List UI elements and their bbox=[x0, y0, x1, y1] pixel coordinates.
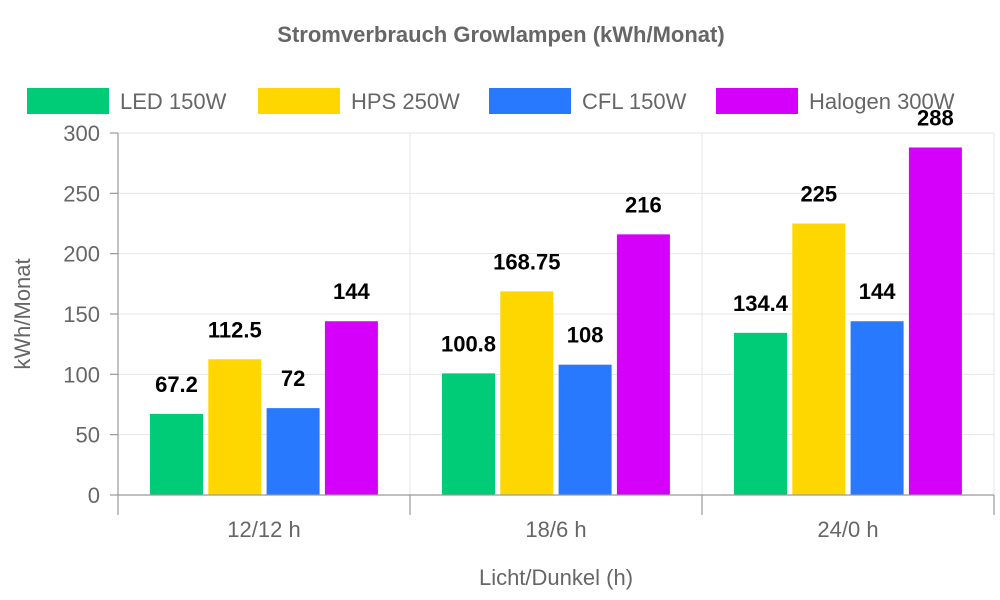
legend-swatch bbox=[716, 88, 798, 114]
data-label: 288 bbox=[917, 105, 954, 130]
legend-label: LED 150W bbox=[120, 89, 227, 114]
y-tick-label: 200 bbox=[63, 242, 100, 267]
axes: 0 50 100 150 200 250 300 12/12 h 18/6 h 24/0 h bbox=[63, 121, 995, 542]
y-axis-title: kWh/Monat bbox=[10, 258, 35, 369]
legend: LED 150W HPS 250W CFL 150W Halogen 300W bbox=[27, 88, 955, 114]
y-tick-label: 150 bbox=[63, 302, 100, 327]
data-labels: 67.2 100.8 134.4 112.5 168.75 225 72 108 144 144 2… bbox=[155, 105, 954, 396]
y-tick-label: 0 bbox=[88, 483, 100, 508]
gridlines bbox=[118, 132, 995, 495]
x-tick-label: 24/0 h bbox=[817, 517, 878, 542]
bar-cfl-150w-1 bbox=[558, 364, 612, 495]
data-label: 216 bbox=[625, 192, 662, 217]
data-label: 108 bbox=[567, 323, 604, 348]
legend-label: Halogen 300W bbox=[809, 89, 955, 114]
data-label: 72 bbox=[281, 366, 305, 391]
data-label: 168.75 bbox=[493, 249, 560, 274]
chart-title: Stromverbrauch Growlampen (kWh/Monat) bbox=[277, 22, 724, 47]
x-tick-label: 12/12 h bbox=[227, 517, 300, 542]
bar-cfl-150w-2 bbox=[850, 321, 904, 495]
bar-hps-250w-1 bbox=[500, 291, 554, 495]
bar-halogen-300w-1 bbox=[616, 234, 670, 496]
data-label: 225 bbox=[800, 182, 837, 207]
bar-halogen-300w-2 bbox=[908, 147, 962, 496]
legend-swatch bbox=[27, 88, 109, 114]
data-label: 67.2 bbox=[155, 372, 198, 397]
legend-swatch bbox=[489, 88, 571, 114]
y-tick-label: 300 bbox=[63, 121, 100, 146]
data-label: 100.8 bbox=[441, 331, 496, 356]
legend-label: HPS 250W bbox=[351, 89, 460, 114]
y-tick-label: 250 bbox=[63, 181, 100, 206]
bar-halogen-300w-0 bbox=[324, 321, 378, 495]
y-tick-label: 100 bbox=[63, 362, 100, 387]
data-label: 144 bbox=[859, 279, 896, 304]
bar-led-150w-1 bbox=[442, 373, 495, 495]
data-label: 112.5 bbox=[208, 317, 262, 342]
data-label: 134.4 bbox=[733, 291, 789, 316]
bars bbox=[150, 147, 962, 496]
bar-led-150w-2 bbox=[734, 332, 787, 495]
bar-hps-250w-0 bbox=[208, 359, 262, 495]
y-tick-label: 50 bbox=[76, 423, 100, 448]
bar-led-150w-0 bbox=[150, 413, 203, 495]
bar-hps-250w-2 bbox=[792, 223, 846, 495]
x-tick-label: 18/6 h bbox=[525, 517, 586, 542]
data-label: 144 bbox=[333, 279, 370, 304]
x-axis-title: Licht/Dunkel (h) bbox=[479, 565, 633, 590]
legend-label: CFL 150W bbox=[582, 89, 687, 114]
bar-cfl-150w-0 bbox=[266, 408, 320, 495]
legend-swatch bbox=[258, 88, 340, 114]
